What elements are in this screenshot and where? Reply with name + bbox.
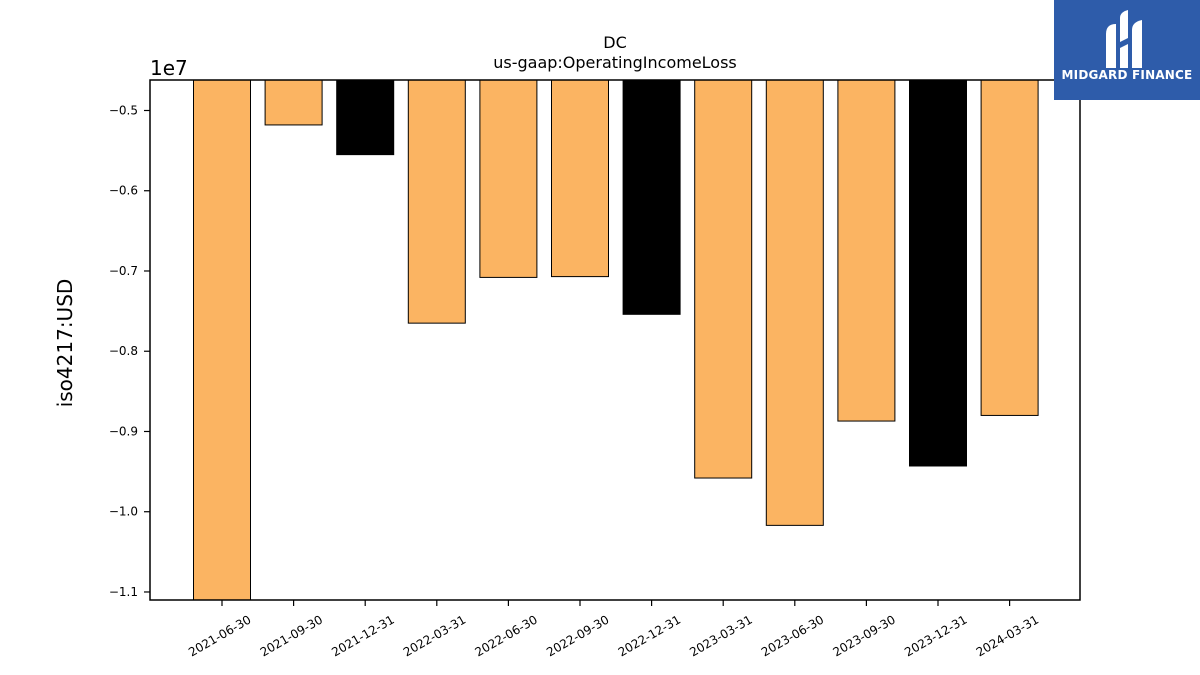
x-tick-label: 2022-03-31 — [401, 612, 468, 659]
x-tick-label: 2022-06-30 — [472, 612, 539, 659]
y-axis-label: iso4217:USD — [53, 279, 77, 408]
y-tick-label: −1.1 — [109, 585, 138, 599]
y-tick-label: −0.6 — [109, 184, 138, 198]
x-tick-label: 2021-12-31 — [329, 612, 396, 659]
logo-mark-icon — [1106, 10, 1142, 68]
logo-text: MIDGARD FINANCE — [1061, 68, 1193, 82]
y-offset-label: 1e7 — [150, 56, 188, 80]
bar — [551, 79, 609, 278]
bar — [909, 79, 967, 467]
bar — [193, 79, 251, 601]
x-tick-label: 2022-12-31 — [616, 612, 683, 659]
x-tick-label: 2023-06-30 — [759, 612, 826, 659]
brand-logo: MIDGARD FINANCE — [1054, 0, 1200, 100]
y-tick-label: −0.7 — [109, 264, 138, 278]
y-tick-label: −0.8 — [109, 344, 138, 358]
bar — [407, 79, 466, 324]
bar — [479, 79, 538, 278]
chart-subtitle: us-gaap:OperatingIncomeLoss — [493, 53, 737, 72]
bar — [622, 79, 681, 315]
x-tick-label: 2023-03-31 — [687, 612, 754, 659]
bar — [336, 79, 395, 156]
x-tick-label: 2024-03-31 — [974, 612, 1041, 659]
y-tick-label: −0.5 — [109, 103, 138, 117]
y-tick-label: −0.9 — [109, 424, 138, 438]
y-tick-label: −1.0 — [109, 505, 138, 519]
chart-title: DC — [603, 33, 627, 52]
bar — [694, 79, 753, 479]
bar — [765, 79, 824, 526]
x-tick-label: 2023-09-30 — [830, 612, 897, 659]
x-tick-label: 2021-06-30 — [186, 612, 253, 659]
bar — [980, 79, 1039, 416]
bar — [264, 79, 323, 126]
bar — [837, 79, 896, 422]
x-tick-label: 2023-12-31 — [902, 612, 969, 659]
plot-frame — [149, 79, 1081, 601]
x-tick-label: 2021-09-30 — [258, 612, 325, 659]
bars-layer — [193, 79, 1039, 601]
x-tick-label: 2022-09-30 — [544, 612, 611, 659]
